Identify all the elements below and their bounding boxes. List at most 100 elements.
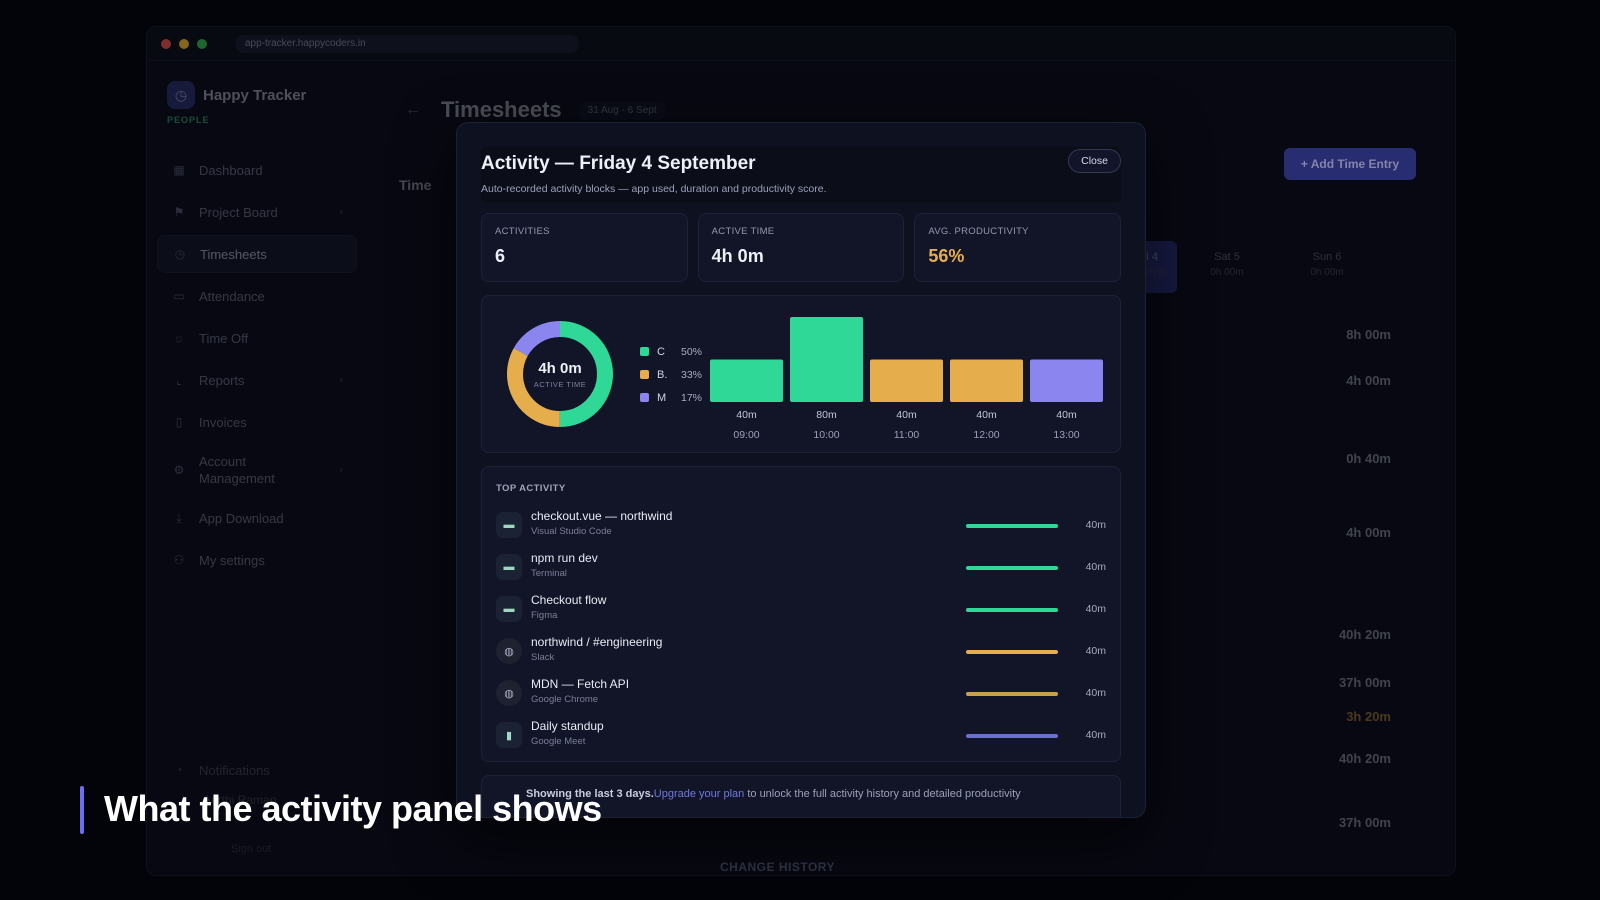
maximize-window-dot[interactable] [197,38,207,49]
bar-value-label: 40m [736,409,757,421]
page-title: Timesheets [441,97,562,122]
brand-subtitle: PEOPLE [167,115,210,125]
sidebar-item-dashboard[interactable]: ▦ Dashboard [157,151,357,189]
browser-titlebar: app-tracker.happycoders.in [147,27,1455,61]
bar-value-label: 40m [1056,409,1077,421]
sidebar-item-timesheets[interactable]: ◷ Timesheets [157,235,357,273]
x-tick-label: 09:00 [733,429,759,441]
bar-13:00[interactable] [1030,359,1103,403]
bell-icon: ◔ [175,763,183,777]
chevron-right-icon: › [339,374,343,386]
sidebar-item-time-off[interactable]: ☼ Time Off [157,319,357,357]
activity-name: MDN — Fetch API [531,677,630,691]
day-tab-sun[interactable]: Sun 6 0h 00m [1277,241,1377,293]
bar-09:00[interactable] [710,359,783,403]
activity-list: ▬ checkout.vue — northwind Visual Studio C… [496,507,1106,759]
file-icon: ▯ [175,415,183,429]
stat-label: ACTIVE TIME [711,226,775,237]
caption-accent-bar [80,786,84,834]
gear-icon: ⚙ [173,462,185,477]
sidebar-item-label: Account Management [199,454,275,486]
top-activity-card: TOP ACTIVITY ▬ checkout.vue — northwind Vi… [481,466,1121,762]
stat-activities: ACTIVITIES 6 [481,213,688,282]
legend-item: M 17% [640,386,702,409]
sidebar-item-attendance[interactable]: ▭ Attendance [157,277,357,315]
notifications-label: Notifications [199,762,270,778]
close-button[interactable]: Close [1068,149,1121,173]
stat-active-time: ACTIVE TIME 4h 0m [697,213,905,282]
row-total: 4h 00m [1346,373,1391,388]
summary-total: 37h 00m [1338,675,1391,690]
sidebar-item-account-management[interactable]: ⚙ Account Management › [157,445,357,495]
sidebar-item-app-download[interactable]: ⤓ App Download [157,499,357,537]
sidebar-item-invoices[interactable]: ▯ Invoices [157,403,357,441]
notifications-button[interactable]: ◔ Notifications [157,751,357,789]
bar-value-label: 40m [896,409,917,421]
add-time-entry-button[interactable]: + Add Time Entry [1284,148,1416,180]
url-bar[interactable]: app-tracker.happycoders.in [235,34,579,53]
day-hours: 8h 00m [1130,267,1164,278]
activity-row[interactable]: ▬ checkout.vue — northwind Visual Studio C… [496,507,1106,549]
sidebar-item-my-settings[interactable]: ⚇ My settings [157,541,357,579]
stat-productivity: AVG. PRODUCTIVITY 56% [914,213,1122,282]
close-window-dot[interactable] [161,38,171,49]
summary-total: 40h 20m [1338,627,1391,642]
sidebar-item-project-board[interactable]: ⚑ Project Board › [157,193,357,231]
bar-12:00[interactable] [950,359,1023,403]
section-title: Time [399,177,432,193]
minimize-window-dot[interactable] [179,38,189,49]
sidebar-item-label: Project Board [199,204,278,220]
summary-diff: 3h 20m [1346,709,1391,724]
legend-label: C [657,345,665,358]
upgrade-notice: Showing the last 3 days.Upgrade your pla… [481,775,1121,817]
activity-chart-card: 4h 0m ACTIVE TIME C 50% B. 33% M 17% 40m 09:00… [481,295,1121,453]
summary-total: 37h 00m [1338,815,1391,830]
bar-value-label: 40m [976,409,997,421]
legend-item: C 50% [640,340,702,363]
activity-name: Checkout flow [531,593,607,607]
donut-svg [507,321,613,427]
legend-percent: 50% [681,345,703,358]
sidebar-item-label: Dashboard [199,162,263,178]
chevron-right-icon: › [339,463,343,476]
activity-app: Terminal [531,568,567,579]
bar-11:00[interactable] [870,359,943,403]
back-arrow-icon[interactable]: ← [405,101,421,118]
stat-label: AVG. PRODUCTIVITY [928,226,1029,237]
terminal-icon: ▬ [496,554,522,580]
sidebar-nav: ▦ Dashboard ⚑ Project Board › ◷ Timesheets ▭… [157,151,357,579]
activity-row[interactable]: ▮ Daily standup Google Meet 40m [496,717,1106,759]
activity-name: npm run dev [531,551,598,565]
activity-app: Google Chrome [531,694,599,705]
activity-name: northwind / #engineering [531,635,663,649]
modal-title: Activity — Friday 4 September [481,153,756,174]
x-tick-label: 10:00 [813,429,839,441]
activity-app: Visual Studio Code [531,526,612,537]
notice-rest: to unlock the full activity history and … [744,788,1021,800]
activity-app: Google Meet [531,736,586,747]
activity-duration-bar [966,566,1058,570]
activity-duration-bar [966,650,1058,654]
day-tab-sat[interactable]: Sat 5 0h 00m [1177,241,1277,293]
activity-row[interactable]: ◍ northwind / #engineering Slack 40m [496,633,1106,675]
sign-out-link[interactable]: Sign out [231,843,272,855]
activity-row[interactable]: ◍ MDN — Fetch API Google Chrome 40m [496,675,1106,717]
modal-subtitle: Auto-recorded activity blocks — app used… [481,183,827,195]
clock-icon: ◷ [174,247,186,261]
sidebar-item-reports[interactable]: ⌞ Reports › [157,361,357,399]
stats-row: ACTIVITIES 6 ACTIVE TIME 4h 0m AVG. PROD… [481,213,1122,282]
activity-row[interactable]: ▬ Checkout flow Figma 40m [496,591,1106,633]
activity-duration: 40m [1085,729,1106,741]
terminal-icon: ▬ [496,512,522,538]
activity-row[interactable]: ▬ npm run dev Terminal 40m [496,549,1106,591]
bar-10:00[interactable] [790,317,863,402]
legend-percent: 33% [681,368,703,381]
activity-duration: 40m [1085,519,1106,531]
terminal-icon: ▬ [496,596,522,622]
row-total: 4h 00m [1346,525,1391,540]
chart-icon: ⌞ [176,373,182,387]
upgrade-link[interactable]: Upgrade your plan [653,788,745,800]
summary-total: 40h 20m [1338,751,1391,766]
activity-name: Daily standup [531,719,604,733]
